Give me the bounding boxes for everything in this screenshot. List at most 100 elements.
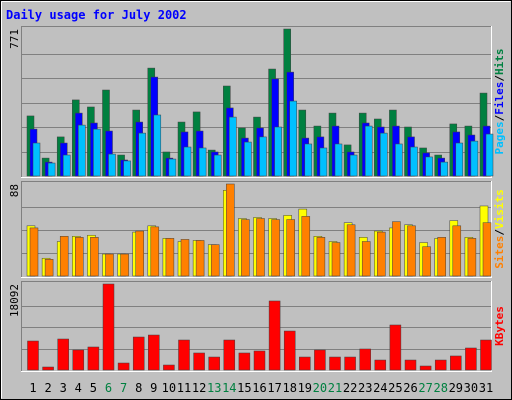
x-tick-label: 21 xyxy=(328,381,342,395)
bar xyxy=(168,158,177,177)
x-tick-label: 29 xyxy=(449,381,463,395)
x-tick-label: 15 xyxy=(237,381,251,395)
bar xyxy=(482,222,492,277)
bar xyxy=(27,340,39,371)
bar xyxy=(419,365,432,371)
x-tick-label: 4 xyxy=(75,381,82,395)
bar xyxy=(241,219,250,277)
bar xyxy=(467,238,477,277)
bar xyxy=(253,350,266,371)
bar xyxy=(148,334,160,371)
bar xyxy=(346,224,356,277)
bar xyxy=(47,162,56,177)
x-tick-label: 1 xyxy=(29,381,36,395)
bar xyxy=(374,359,387,371)
bar xyxy=(178,339,190,371)
bar xyxy=(380,132,388,177)
bar xyxy=(283,330,296,371)
bar xyxy=(244,141,252,177)
bar xyxy=(274,126,282,177)
bar xyxy=(135,230,144,277)
bar xyxy=(208,356,220,371)
bar xyxy=(226,183,235,277)
bar xyxy=(62,154,71,177)
y-tick-label: 88 xyxy=(8,184,21,197)
bar xyxy=(304,143,313,177)
x-tick-label: 10 xyxy=(162,381,176,395)
bar xyxy=(407,225,416,277)
chart-title: Daily usage for July 2002 xyxy=(6,8,187,22)
legend-entry: Hits xyxy=(493,49,506,76)
bar xyxy=(213,154,222,177)
bar xyxy=(59,236,69,277)
bar xyxy=(364,125,373,177)
bar xyxy=(210,244,220,277)
bar xyxy=(183,146,192,177)
x-tick-label: 28 xyxy=(433,381,447,395)
x-tick-label: 2 xyxy=(44,381,51,395)
x-tick-label: 12 xyxy=(192,381,206,395)
x-tick-label: 7 xyxy=(120,381,127,395)
x-tick-label: 30 xyxy=(464,381,478,395)
bar xyxy=(193,352,205,371)
bar xyxy=(150,226,160,277)
bar xyxy=(29,227,39,277)
bar xyxy=(485,133,494,177)
bar xyxy=(465,347,477,371)
bar xyxy=(42,366,54,371)
bar xyxy=(123,160,131,177)
bar xyxy=(480,339,492,371)
x-tick-label: 23 xyxy=(358,381,372,395)
bar xyxy=(198,147,207,177)
bar xyxy=(331,242,341,277)
bar xyxy=(389,324,402,371)
legend-entry: Visits xyxy=(493,189,506,229)
bar xyxy=(395,143,403,177)
bar xyxy=(334,143,343,177)
bar xyxy=(163,364,175,371)
bar xyxy=(344,356,356,371)
bar xyxy=(93,128,101,177)
bar xyxy=(120,253,129,277)
bar xyxy=(377,231,386,277)
bar xyxy=(165,238,175,277)
legend-entry: KBytes xyxy=(493,306,506,346)
legend-entry: Files xyxy=(493,82,506,115)
x-tick-label: 3 xyxy=(60,381,67,395)
x-tick-label: 11 xyxy=(177,381,191,395)
bar xyxy=(299,356,311,371)
bar xyxy=(314,349,326,371)
x-tick-label: 24 xyxy=(373,381,387,395)
x-tick-label: 25 xyxy=(388,381,402,395)
x-tick-label: 6 xyxy=(105,381,112,395)
x-tick-label: 19 xyxy=(298,381,312,395)
bar xyxy=(301,216,311,277)
bar xyxy=(229,116,237,177)
bar xyxy=(271,219,280,277)
bar xyxy=(452,225,462,277)
bar xyxy=(153,114,162,177)
bar xyxy=(437,237,446,277)
bar xyxy=(410,146,418,177)
legend: Pages/Files/Hits xyxy=(493,49,506,155)
bar xyxy=(108,153,116,177)
x-tick-label: 20 xyxy=(313,381,327,395)
bar xyxy=(316,237,326,277)
bar xyxy=(223,339,236,371)
bar xyxy=(32,142,41,177)
bar xyxy=(286,219,295,277)
x-tick-label: 13 xyxy=(207,381,221,395)
x-tick-label: 31 xyxy=(479,381,493,395)
bar xyxy=(349,154,358,177)
bar xyxy=(392,221,401,277)
bar xyxy=(117,362,130,371)
x-tick-label: 8 xyxy=(135,381,142,395)
legend: KBytes xyxy=(493,306,506,346)
legend-separator: / xyxy=(493,229,506,236)
x-tick-label: 27 xyxy=(418,381,432,395)
bar xyxy=(180,239,190,277)
x-tick-label: 17 xyxy=(267,381,281,395)
y-tick-label: 771 xyxy=(8,29,21,49)
